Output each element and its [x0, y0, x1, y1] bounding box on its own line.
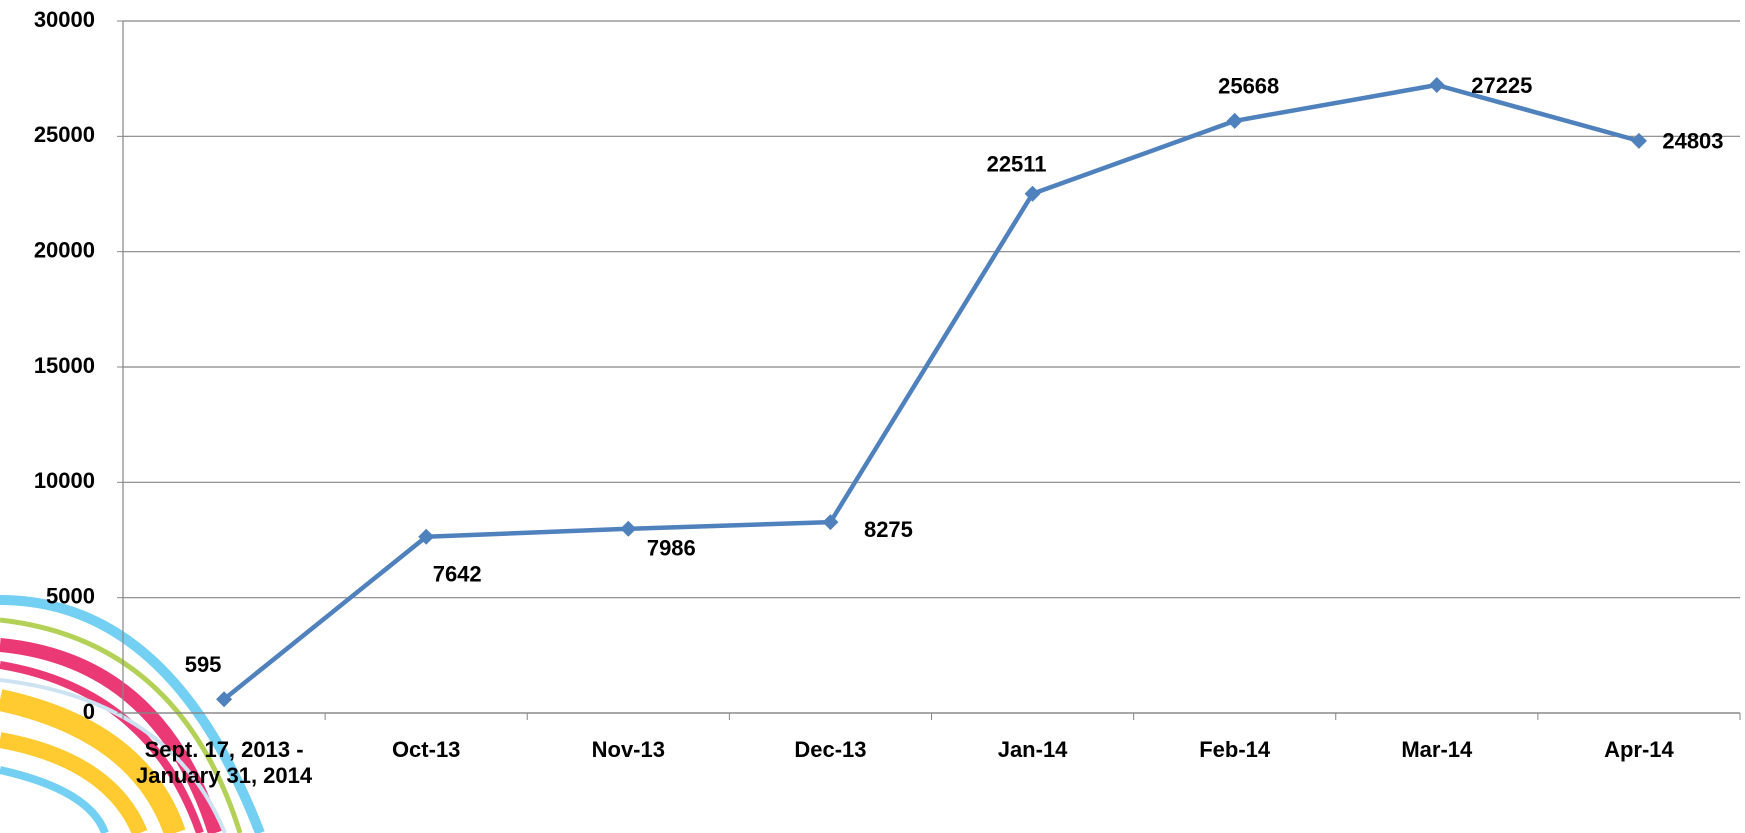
data-label: 8275: [864, 517, 913, 542]
data-label: 7986: [647, 536, 696, 561]
data-label: 22511: [987, 152, 1047, 177]
y-tick-label: 15000: [34, 353, 95, 378]
decoration: [0, 595, 265, 833]
marker: [620, 520, 637, 537]
y-tick-label: 5000: [46, 583, 95, 608]
data-label: 7642: [433, 562, 482, 587]
marker: [418, 528, 435, 545]
y-tick-label: 10000: [34, 468, 95, 493]
y-tick-label: 0: [83, 699, 95, 724]
y-tick-label: 25000: [34, 122, 95, 147]
x-tick-label: Feb-14: [1199, 737, 1271, 762]
x-tick-label: Mar-14: [1401, 737, 1473, 762]
marker: [216, 691, 233, 708]
marker: [1630, 132, 1647, 149]
y-tick-label: 30000: [34, 7, 95, 32]
x-tick-label: Sept. 17, 2013 - January 31, 2014: [135, 737, 313, 788]
x-tick-label: Apr-14: [1604, 737, 1674, 762]
marker: [1428, 77, 1445, 94]
data-label: 27225: [1471, 73, 1532, 98]
data-label: 595: [185, 652, 222, 677]
data-label: 25668: [1218, 74, 1279, 99]
marker: [1226, 112, 1243, 129]
marker: [1024, 185, 1041, 202]
x-tick-label: Dec-13: [794, 737, 867, 762]
line: [222, 82, 1640, 702]
data-label: 24803: [1662, 129, 1723, 154]
marker: [822, 514, 839, 531]
x-tick-label: Jan-14: [997, 737, 1068, 762]
y-tick-label: 20000: [34, 237, 95, 262]
x-tick-label: Nov-13: [591, 737, 665, 762]
x-tick-label: Oct-13: [391, 737, 461, 762]
